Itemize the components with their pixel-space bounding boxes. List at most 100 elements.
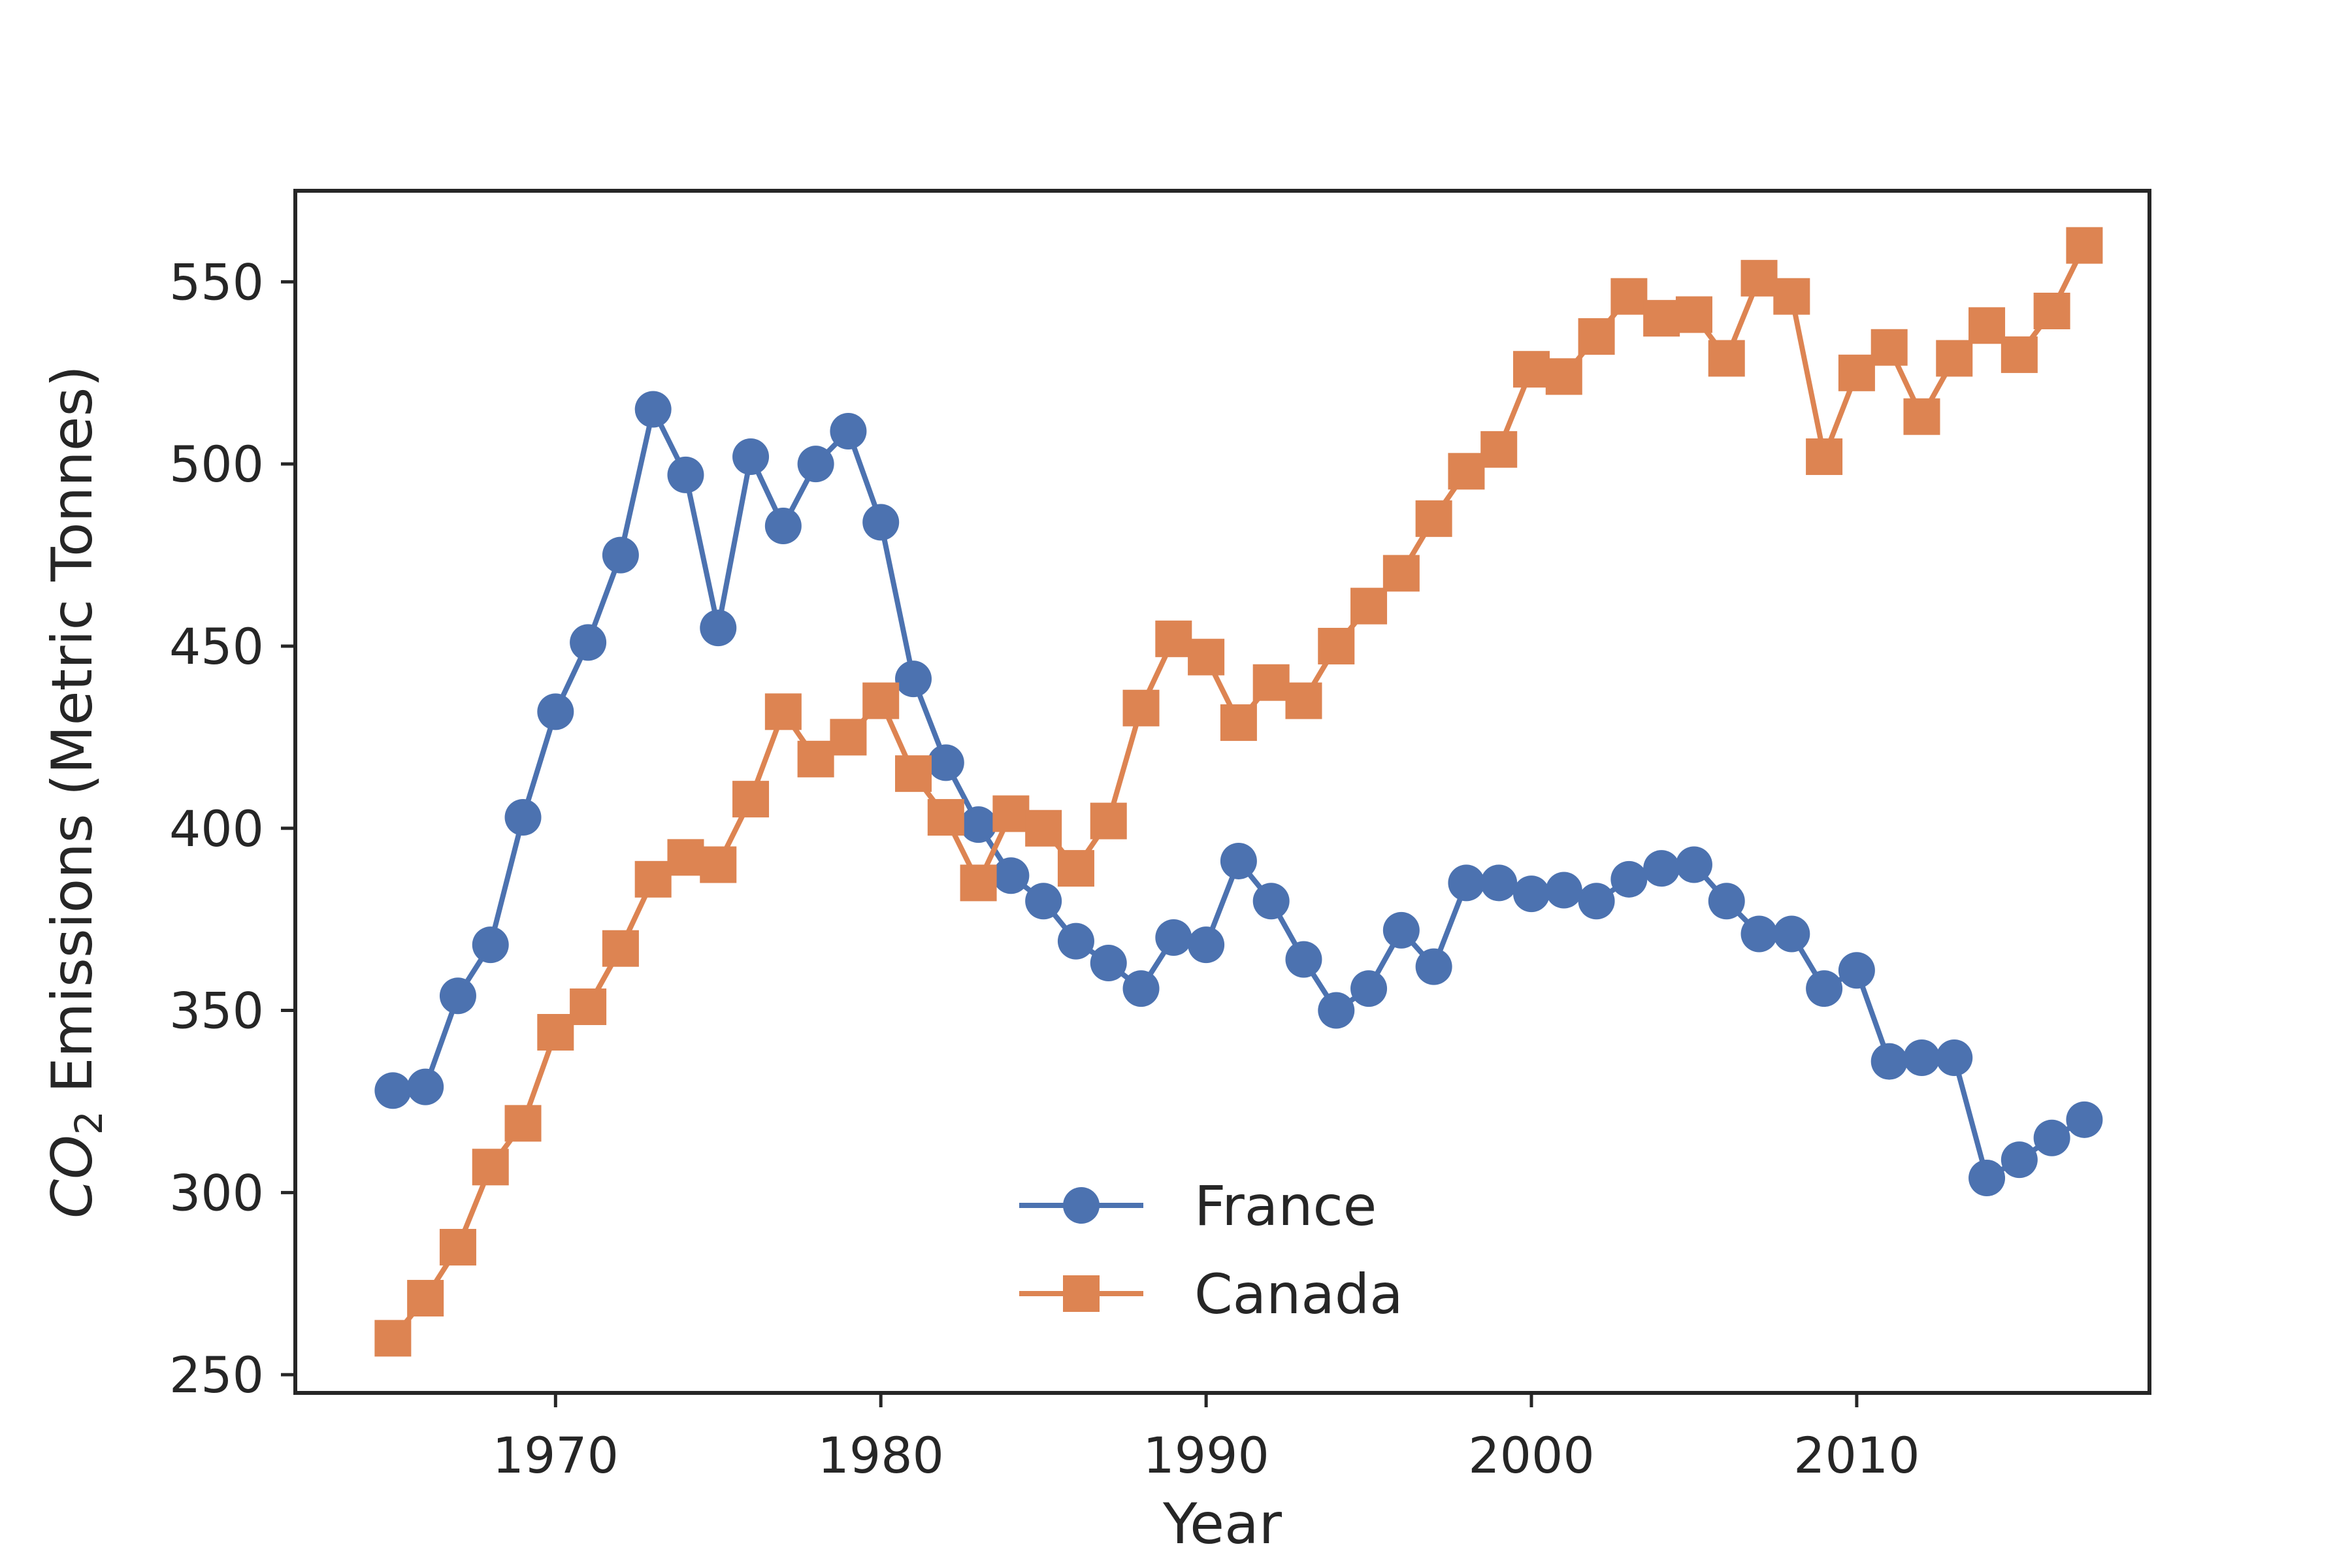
data-point-france <box>700 610 737 647</box>
data-point-france <box>1773 915 1810 953</box>
data-point-canada <box>992 795 1030 832</box>
legend-label: France <box>1194 1174 1377 1238</box>
data-point-canada <box>764 693 802 730</box>
data-point-canada <box>1968 307 2006 344</box>
data-point-france <box>1675 846 1712 883</box>
data-point-canada <box>797 740 834 777</box>
x-tick-label: 1990 <box>1143 1426 1269 1484</box>
data-point-france <box>830 413 867 449</box>
data-point-france <box>1578 883 1615 920</box>
data-point-canada <box>927 799 964 836</box>
series-france <box>374 391 2103 1197</box>
y-tick-label: 550 <box>169 253 264 311</box>
y-axis-label-co: CO <box>40 1135 105 1218</box>
data-point-france <box>1968 1160 2006 1197</box>
data-point-france <box>1318 992 1355 1029</box>
data-point-canada <box>1025 809 1062 847</box>
y-tick-label: 500 <box>169 435 264 493</box>
data-point-france <box>1903 1039 1940 1077</box>
data-point-canada <box>1936 340 1973 377</box>
y-tick-label: 250 <box>169 1346 264 1404</box>
data-point-france <box>1610 860 1648 898</box>
data-point-france <box>1220 842 1257 879</box>
data-point-france <box>797 446 834 483</box>
y-tick-label: 400 <box>169 800 264 858</box>
data-point-canada <box>1643 300 1680 337</box>
data-point-france <box>960 806 997 843</box>
y-tick-label: 300 <box>169 1164 264 1222</box>
data-point-france <box>1252 883 1290 920</box>
y-axis: 250 300 350 400 450 500 550 <box>169 253 295 1404</box>
data-point-canada <box>732 781 770 818</box>
axes-frame <box>293 189 2151 1395</box>
data-point-france <box>570 624 607 661</box>
data-point-canada <box>2033 293 2070 329</box>
data-point-canada <box>1545 358 1582 395</box>
data-point-france <box>764 507 802 544</box>
data-point-canada <box>1513 351 1550 388</box>
data-point-canada <box>1480 431 1518 468</box>
data-point-canada <box>1220 704 1257 742</box>
data-point-france <box>1936 1039 1973 1077</box>
data-point-canada <box>895 755 932 792</box>
data-point-france <box>407 1068 444 1105</box>
data-point-canada <box>472 1149 509 1186</box>
data-point-canada <box>407 1280 444 1317</box>
data-point-canada <box>1350 587 1388 625</box>
data-point-canada <box>1903 398 1940 435</box>
data-point-canada <box>2066 227 2103 264</box>
data-point-canada <box>439 1228 476 1266</box>
data-point-france <box>1838 952 1875 989</box>
data-point-france <box>1870 1043 1908 1080</box>
data-point-france <box>1155 919 1192 956</box>
data-point-canada <box>570 988 607 1025</box>
data-point-canada <box>1448 453 1485 490</box>
data-point-canada <box>1838 354 1875 391</box>
data-point-france <box>1090 945 1127 982</box>
data-point-france <box>2001 1141 2038 1179</box>
data-point-france <box>1448 864 1485 902</box>
data-point-france <box>992 857 1030 894</box>
data-point-canada <box>1806 438 1843 476</box>
data-point-france <box>2066 1101 2103 1138</box>
data-point-canada <box>1285 682 1322 719</box>
data-point-canada <box>700 846 737 883</box>
data-point-canada <box>1090 802 1127 840</box>
data-point-canada <box>1155 620 1192 657</box>
data-point-france <box>2033 1119 2070 1156</box>
data-point-canada <box>1708 340 1745 377</box>
y-axis-label-rest: Emissions (Metric Tonnes) <box>40 365 105 1111</box>
x-tick-label: 2000 <box>1468 1426 1594 1484</box>
data-point-france <box>1350 970 1388 1007</box>
data-point-canada <box>1415 500 1452 537</box>
data-point-france <box>1545 872 1582 909</box>
data-point-canada <box>1870 329 1908 366</box>
y-tick-label: 450 <box>169 617 264 676</box>
data-point-canada <box>1382 555 1420 592</box>
data-point-france <box>1806 970 1843 1007</box>
data-point-france <box>439 977 476 1015</box>
y-axis-label-subscript: 2 <box>67 1111 111 1135</box>
data-point-canada <box>1122 689 1160 727</box>
data-point-canada <box>1740 259 1778 297</box>
y-tick-label: 350 <box>169 982 264 1040</box>
series-canada <box>374 227 2103 1357</box>
data-point-france <box>1513 875 1550 913</box>
data-point-canada <box>667 839 704 876</box>
legend-label: Canada <box>1194 1262 1403 1326</box>
data-point-france <box>1285 941 1322 978</box>
x-axis: 1970 1980 1990 2000 2010 <box>493 1393 1920 1484</box>
legend-marker <box>1063 1275 1100 1312</box>
data-point-canada <box>2001 336 2038 373</box>
y-axis-label: CO2 Emissions (Metric Tonnes) <box>40 365 111 1218</box>
data-point-france <box>504 799 542 836</box>
x-axis-label: Year <box>1162 1492 1282 1557</box>
data-point-france <box>862 504 900 541</box>
data-point-canada <box>1675 296 1712 333</box>
data-point-canada <box>960 864 997 902</box>
data-point-canada <box>1057 850 1094 887</box>
data-point-france <box>1382 911 1420 949</box>
series-line-france <box>392 406 2086 1181</box>
legend: France Canada <box>1019 1174 1403 1326</box>
